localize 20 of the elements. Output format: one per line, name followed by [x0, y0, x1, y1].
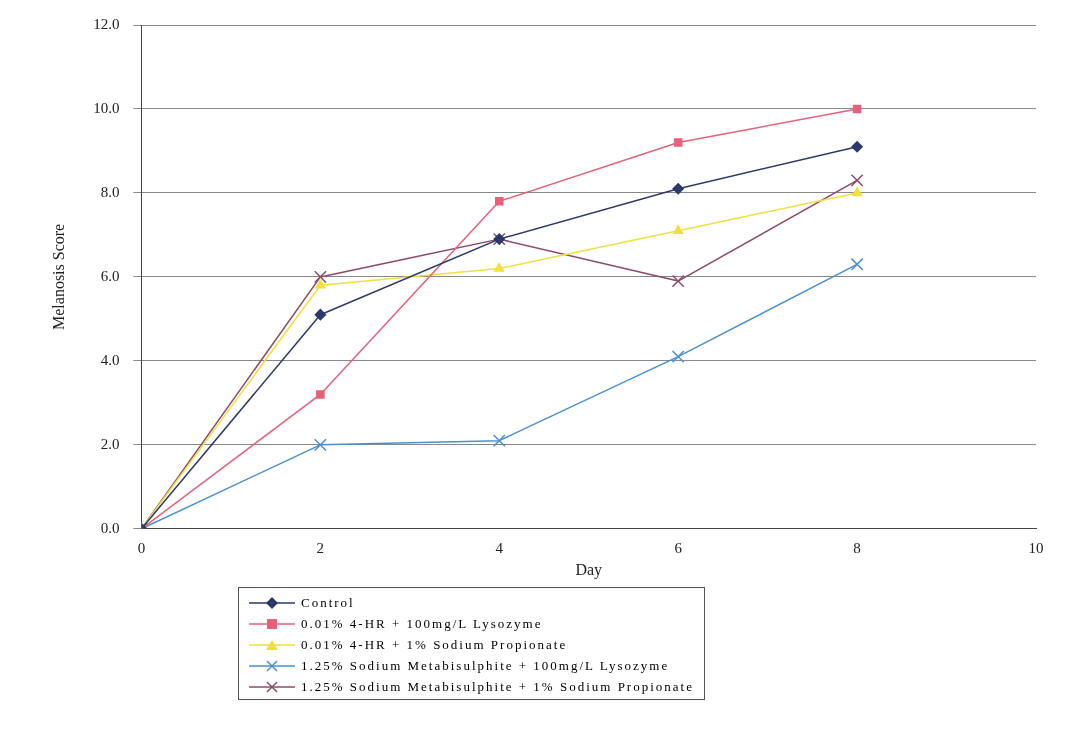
- legend-label: 0.01% 4-HR + 100mg/L Lysozyme: [301, 615, 543, 632]
- legend-label: Control: [301, 594, 355, 611]
- legend-label: 1.25% Sodium Metabisulphite + 100mg/L Lysozyme: [301, 657, 670, 674]
- x-tick-label: 6: [674, 539, 683, 556]
- y-tick-label: 2.0: [100, 435, 120, 452]
- x-tick-label: 8: [853, 539, 861, 556]
- y-tick-label: 6.0: [100, 267, 120, 284]
- legend-label: 1.25% Sodium Metabisulphite + 1% Sodium Propionate: [301, 678, 694, 695]
- y-tick-label: 8.0: [100, 183, 120, 200]
- y-tick-label: 10.0: [93, 99, 120, 116]
- y-axis-title: Melanosis Score: [49, 223, 67, 330]
- y-tick-label: 0.0: [100, 519, 120, 536]
- legend-label: 0.01% 4-HR + 1% Sodium Propionate: [301, 636, 568, 653]
- y-tick-label: 12.0: [93, 15, 120, 32]
- x-tick-label: 0: [137, 539, 146, 556]
- x-tick-label: 2: [316, 539, 325, 556]
- x-tick-label: 10: [1028, 539, 1044, 556]
- x-axis-title: Day: [575, 560, 603, 579]
- y-tick-label: 4.0: [100, 351, 120, 368]
- x-tick-label: 4: [495, 539, 504, 556]
